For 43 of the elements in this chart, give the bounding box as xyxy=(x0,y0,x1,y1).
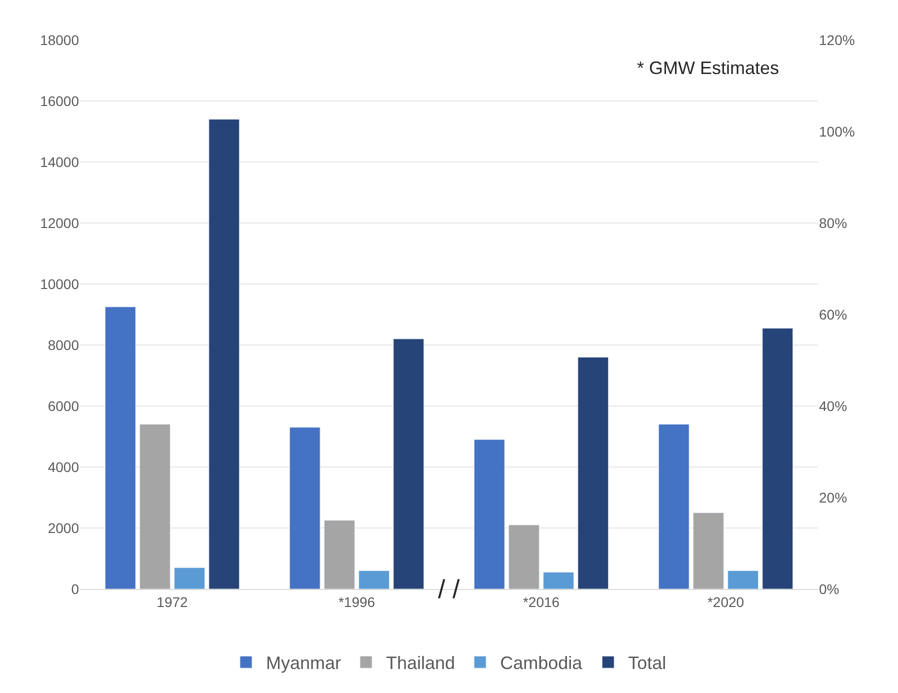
y-tick-label: 12000 xyxy=(40,214,80,231)
y2-tick-label: 80% xyxy=(819,214,848,231)
annotation: / / xyxy=(438,574,460,604)
legend-label: Thailand xyxy=(386,653,456,674)
y-tick-label: 14000 xyxy=(40,154,80,170)
y2-tick-label: 40% xyxy=(819,398,848,414)
y2-tick-label: 120% xyxy=(819,32,855,48)
bar xyxy=(104,306,136,589)
bar xyxy=(358,570,390,589)
legend-label: Total xyxy=(628,653,666,674)
y-tick-label: 10000 xyxy=(40,276,80,292)
legend-label: Cambodia xyxy=(500,653,584,674)
bar xyxy=(508,524,540,589)
bar xyxy=(393,338,424,589)
y-tick-label: 6000 xyxy=(48,398,80,414)
bar xyxy=(324,520,355,589)
x-tick-label: *2016 xyxy=(522,594,560,610)
bar xyxy=(762,328,794,589)
legend-label: Myanmar xyxy=(266,653,342,674)
bar xyxy=(692,512,724,589)
bar xyxy=(658,424,690,589)
y-tick-label: 8000 xyxy=(48,336,80,353)
x-tick-label: *2020 xyxy=(707,594,744,610)
y2-tick-label: 100% xyxy=(819,123,855,140)
bar xyxy=(474,439,505,589)
x-tick-label: 1972 xyxy=(156,594,188,610)
bar xyxy=(728,570,759,589)
y-tick-label: 18000 xyxy=(40,32,80,48)
bar xyxy=(289,427,320,589)
bar xyxy=(208,119,240,589)
y2-tick-label: 60% xyxy=(819,306,848,322)
bar xyxy=(543,572,574,589)
bar xyxy=(139,424,170,589)
y2-tick-label: 20% xyxy=(819,489,848,506)
y-tick-label: 4000 xyxy=(48,458,80,475)
bar xyxy=(578,356,609,589)
y-tick-label: 2000 xyxy=(48,520,80,536)
annotation: * GMW Estimates xyxy=(637,58,780,78)
y-tick-label: 16000 xyxy=(40,92,80,109)
bar xyxy=(174,567,206,589)
y-tick-label: 0 xyxy=(71,580,80,597)
y2-tick-label: 0% xyxy=(819,580,840,597)
x-tick-label: *1996 xyxy=(338,594,376,610)
